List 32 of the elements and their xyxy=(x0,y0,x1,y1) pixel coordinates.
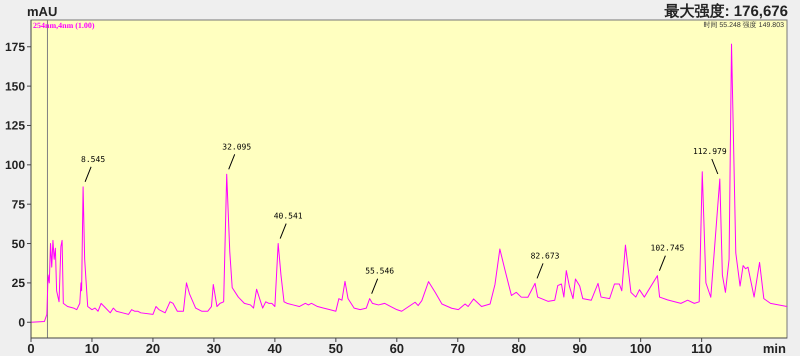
annotation: 112.979 xyxy=(692,147,727,156)
y-tick-label: 75 xyxy=(12,197,26,212)
y-tick-label: 125 xyxy=(4,118,26,133)
y-tick-label: 175 xyxy=(4,40,26,54)
text: 254nm,4nm (1.00) xyxy=(33,21,95,30)
x-tick-label: 30 xyxy=(206,341,222,356)
x-tick-label: 50 xyxy=(328,341,344,356)
x-tick-label: 0 xyxy=(27,341,35,356)
x-tick-label: 10 xyxy=(84,341,100,356)
x-tick-label: 40 xyxy=(268,341,282,356)
annotation: 82.673 xyxy=(530,251,560,260)
y-tick-label: 50 xyxy=(12,236,26,251)
line-series xyxy=(31,44,787,323)
annotation: 102.745 xyxy=(650,244,684,253)
x-tick-label: 80 xyxy=(512,341,526,356)
x-tick-label: 20 xyxy=(146,341,160,356)
chart-title: 最大强度: 176,676 xyxy=(664,2,788,21)
annotation: 8.545 xyxy=(81,154,106,164)
y-axis-title: mAU xyxy=(27,4,58,19)
y-tick-label: 150 xyxy=(4,79,26,94)
x-axis-title: min xyxy=(762,341,786,356)
x-tick-label: 70 xyxy=(450,341,466,356)
annotation: 55.546 xyxy=(365,266,394,276)
x-tick-label: 90 xyxy=(572,341,587,356)
x-tick-label: 110 xyxy=(691,341,712,356)
annotation: 32.095 xyxy=(222,142,252,152)
x-tick-label: 60 xyxy=(390,341,404,356)
y-tick-label: 0 xyxy=(18,316,26,330)
annotation: 40.541 xyxy=(274,212,303,221)
y-tick-label: 25 xyxy=(12,276,26,290)
x-tick-label: 100 xyxy=(630,341,652,356)
y-tick-label: 100 xyxy=(4,158,26,172)
